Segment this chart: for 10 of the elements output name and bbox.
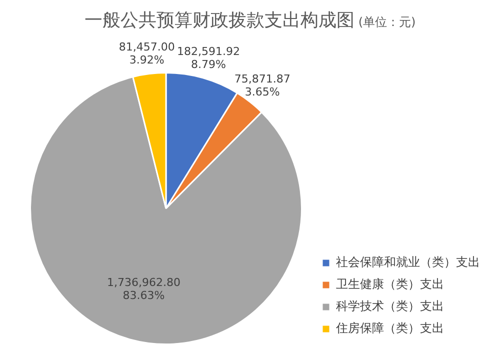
data-label: 81,457.00 3.92% xyxy=(118,40,175,66)
chart-subtitle: (单位：元) xyxy=(358,15,416,29)
data-label: 182,591.92 8.79% xyxy=(176,45,240,72)
data-label: 75,871.87 3.65% xyxy=(234,72,290,99)
legend-label: 住房保障（类）支出 xyxy=(335,321,444,336)
chart-title: 一般公共预算财政拨款支出构成图 xyxy=(84,10,354,31)
legend-label: 科学技术（类）支出 xyxy=(336,299,444,314)
data-label: 1,736,962.80 83.63% xyxy=(106,276,180,302)
legend-label: 社会保障和就业（类）支出 xyxy=(336,255,480,270)
legend-label: 卫生健康（类）支出 xyxy=(336,277,444,292)
